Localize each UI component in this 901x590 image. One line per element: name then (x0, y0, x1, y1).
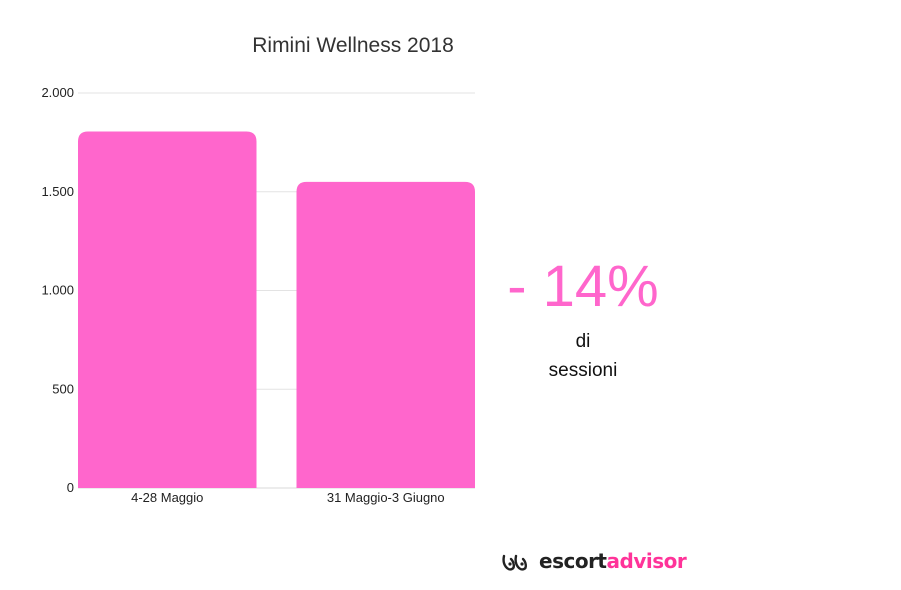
bar (78, 131, 257, 488)
x-tick-label: 31 Maggio-3 Giugno (327, 490, 445, 505)
brand-logo-icon (502, 554, 527, 571)
y-tick-label: 2.000 (41, 85, 74, 100)
brand-logo: escortadvisor (501, 547, 687, 575)
y-tick-label: 1.000 (41, 283, 74, 298)
y-tick-label: 500 (52, 381, 74, 396)
change-percentage: - 14% (507, 254, 659, 319)
y-tick-label: 0 (67, 480, 74, 495)
bar (296, 181, 475, 488)
x-tick-label: 4-28 Maggio (131, 490, 203, 505)
y-tick-label: 1.500 (41, 184, 74, 199)
callout-label-line1: di (575, 331, 591, 352)
brand-name-part2: advisor (606, 549, 687, 573)
brand-name-part1: escort (539, 549, 607, 573)
chart-title: Rimini Wellness 2018 (252, 34, 454, 57)
callout-label-line2: sessioni (548, 360, 618, 381)
